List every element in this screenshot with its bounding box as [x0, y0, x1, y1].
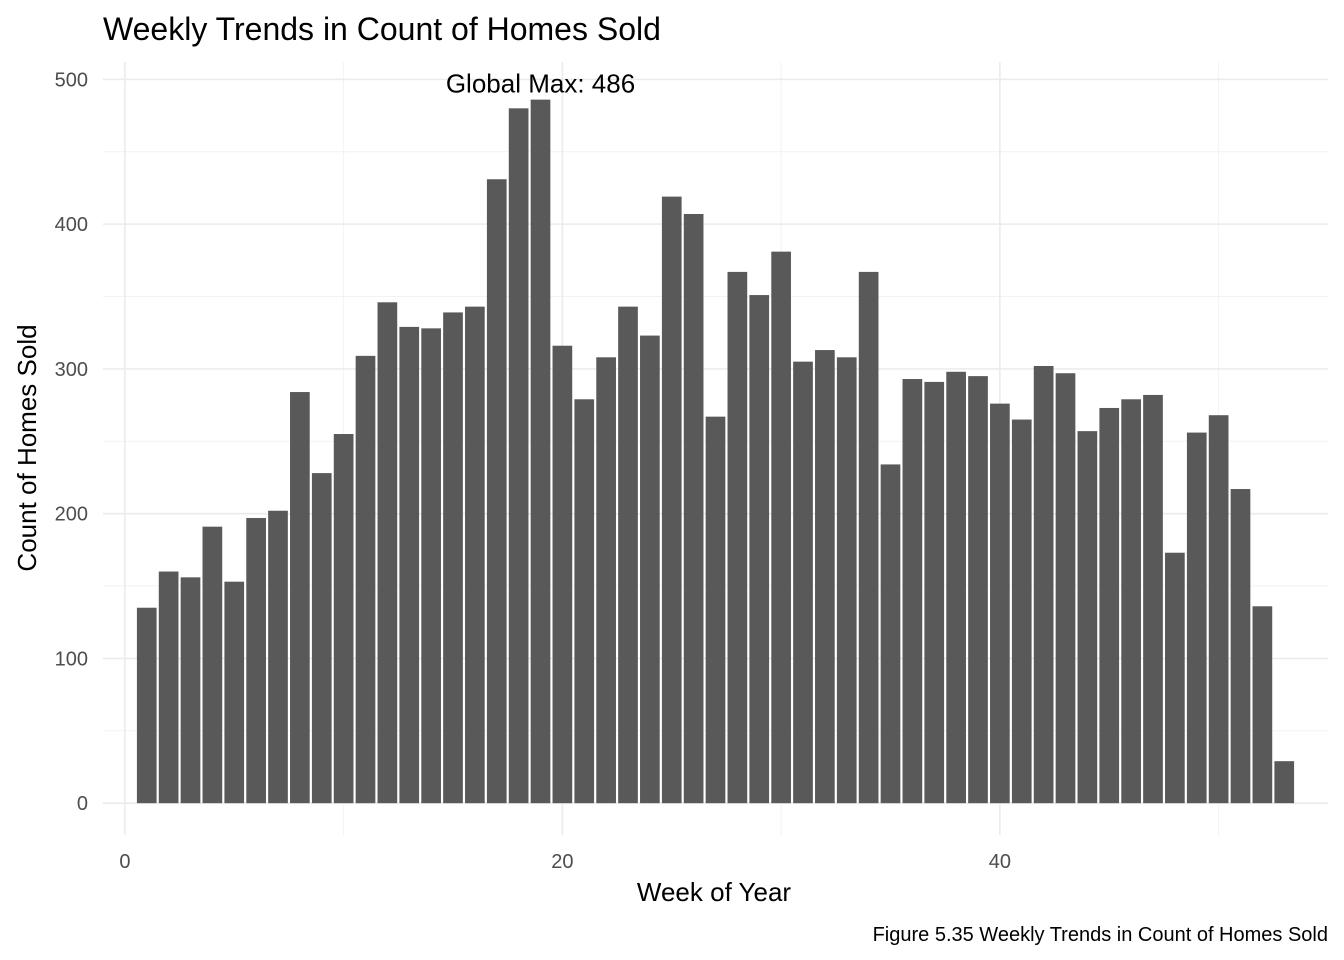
y-tick-label: 500: [55, 69, 88, 91]
bar-week-21: [574, 399, 595, 804]
bar-week-42: [1033, 365, 1054, 804]
bar-week-5: [224, 581, 245, 804]
bar-week-52: [1252, 606, 1273, 804]
bar-week-12: [377, 302, 398, 804]
bar-week-16: [465, 306, 485, 804]
x-tick-label: 20: [551, 851, 573, 873]
bar-week-37: [924, 381, 945, 804]
y-tick-label: 300: [55, 359, 88, 381]
bar-week-4: [202, 526, 223, 804]
chart-title: Weekly Trends in Count of Homes Sold: [103, 11, 661, 47]
bar-week-32: [815, 350, 835, 804]
bar-week-39: [968, 376, 988, 804]
bar-week-9: [311, 473, 332, 804]
bar-week-34: [858, 271, 879, 804]
bar-week-38: [946, 371, 966, 804]
bar-week-10: [333, 434, 354, 804]
bar-week-27: [705, 416, 726, 804]
bar-week-18: [508, 108, 529, 804]
bar-week-3: [180, 577, 201, 804]
bar-week-35: [880, 464, 901, 804]
bar-week-31: [793, 361, 813, 804]
y-tick-label: 400: [55, 214, 88, 236]
x-axis-title: Week of Year: [637, 877, 792, 907]
bar-week-17: [486, 179, 507, 804]
bar-week-43: [1055, 373, 1076, 804]
y-axis-title: Count of Homes Sold: [12, 324, 42, 571]
x-axis-ticks: 0 20 40: [119, 851, 1011, 873]
bar-week-28: [727, 271, 748, 804]
y-tick-label: 200: [55, 504, 88, 526]
bar-week-23: [618, 306, 638, 804]
bar-week-46: [1121, 399, 1141, 804]
bar-week-47: [1143, 394, 1163, 804]
bar-week-1: [136, 607, 157, 804]
bar-week-36: [902, 379, 923, 804]
bar-week-11: [355, 355, 376, 804]
bar-week-22: [596, 357, 616, 804]
bar-week-40: [990, 403, 1010, 804]
bar-week-7: [268, 510, 288, 804]
y-axis-ticks: 0 100 200 300 400 500: [55, 69, 88, 815]
bar-week-13: [399, 326, 420, 804]
y-tick-label: 0: [77, 793, 88, 815]
bar-week-20: [552, 345, 573, 804]
bar-week-33: [836, 357, 857, 804]
bar-week-44: [1077, 431, 1098, 804]
y-tick-label: 100: [55, 648, 88, 670]
bar-week-30: [771, 251, 791, 804]
bar-week-8: [290, 392, 310, 804]
bar-week-29: [749, 295, 770, 804]
bar-week-25: [661, 196, 682, 804]
bar-week-2: [158, 571, 179, 804]
bar-week-51: [1230, 489, 1251, 804]
bar-week-26: [683, 213, 704, 804]
bar-week-48: [1165, 552, 1185, 804]
bar-week-49: [1186, 432, 1207, 804]
bar-week-50: [1208, 415, 1229, 804]
x-tick-label: 0: [119, 851, 130, 873]
bar-week-41: [1011, 419, 1032, 804]
bar-week-45: [1099, 407, 1120, 804]
bar-week-14: [421, 328, 441, 804]
bar-week-6: [246, 517, 266, 804]
figure-caption: Figure 5.35 Weekly Trends in Count of Ho…: [873, 924, 1328, 946]
global-max-annotation: Global Max: 486: [446, 69, 635, 99]
bar-week-19: [530, 99, 551, 804]
bars: [136, 99, 1295, 804]
bar-week-15: [443, 312, 463, 804]
bar-week-24: [640, 335, 660, 804]
bar-week-53: [1274, 761, 1295, 804]
x-tick-label: 40: [989, 851, 1011, 873]
